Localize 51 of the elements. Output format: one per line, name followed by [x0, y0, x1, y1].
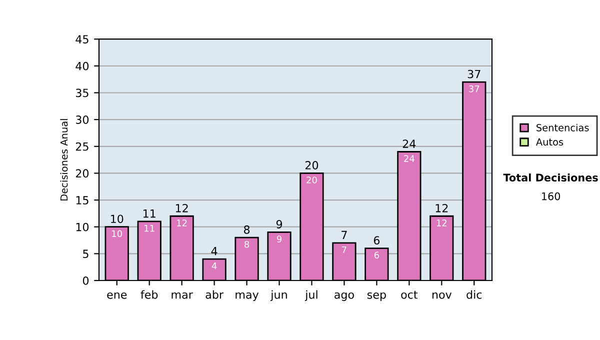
data-label: 7 [342, 246, 346, 254]
total-label: 20 [305, 161, 318, 170]
data-label: 4 [212, 262, 217, 270]
x-tick-label: feb [140, 290, 158, 299]
y-axis-title: Decisiones Anual [60, 119, 68, 200]
data-label: 20 [306, 176, 317, 184]
x-tick-label: ene [107, 292, 127, 299]
x-tick-label: abr [206, 290, 224, 299]
y-tick-label: 5 [83, 250, 88, 258]
y-tick-label: 30 [76, 116, 89, 124]
total-label: 11 [143, 209, 156, 218]
total-label: 12 [176, 204, 188, 212]
total-label: 24 [402, 140, 416, 148]
data-label: 24 [404, 155, 414, 162]
data-label: 8 [244, 240, 250, 248]
total-label: 9 [276, 220, 282, 228]
x-tick-label: oct [401, 290, 418, 299]
y-tick-label: 45 [76, 35, 88, 44]
data-label: 12 [436, 220, 446, 226]
x-tick-label: jul [304, 290, 318, 301]
x-tick-label: nov [432, 292, 452, 299]
x-tick-label: dic [466, 290, 482, 299]
data-label: 6 [374, 252, 379, 259]
total-label: 4 [211, 247, 218, 256]
x-tick-label: sep [367, 292, 386, 301]
legend-label: Autos [536, 138, 564, 146]
y-tick-label: 10 [76, 222, 89, 232]
data-label: 10 [112, 230, 122, 238]
data-label: 9 [276, 236, 282, 242]
y-tick-label: 0 [82, 276, 89, 285]
x-tick-label: ago [334, 292, 354, 301]
text: 160 [542, 192, 560, 200]
x-tick-label: mar [172, 292, 193, 299]
total-label: 7 [342, 230, 347, 240]
text: Total Decisiones [503, 173, 598, 182]
total-label: 12 [436, 204, 448, 212]
y-tick-label: 25 [76, 142, 88, 151]
y-tick-label: 40 [76, 62, 89, 70]
total-label: 6 [374, 236, 380, 245]
total-label: 8 [244, 225, 250, 234]
y-tick-label: 20 [76, 169, 89, 178]
y-tick-label: 15 [76, 196, 88, 204]
total-label: 10 [111, 214, 124, 224]
legend-label: Sentencias [536, 124, 589, 132]
x-tick-label: may [236, 292, 259, 301]
data-label: 12 [177, 220, 187, 226]
total-label: 37 [468, 70, 480, 78]
data-label: 37 [469, 85, 480, 92]
y-tick-label: 35 [76, 88, 88, 98]
data-label: 11 [144, 224, 154, 232]
x-tick-label: jun [270, 290, 287, 301]
